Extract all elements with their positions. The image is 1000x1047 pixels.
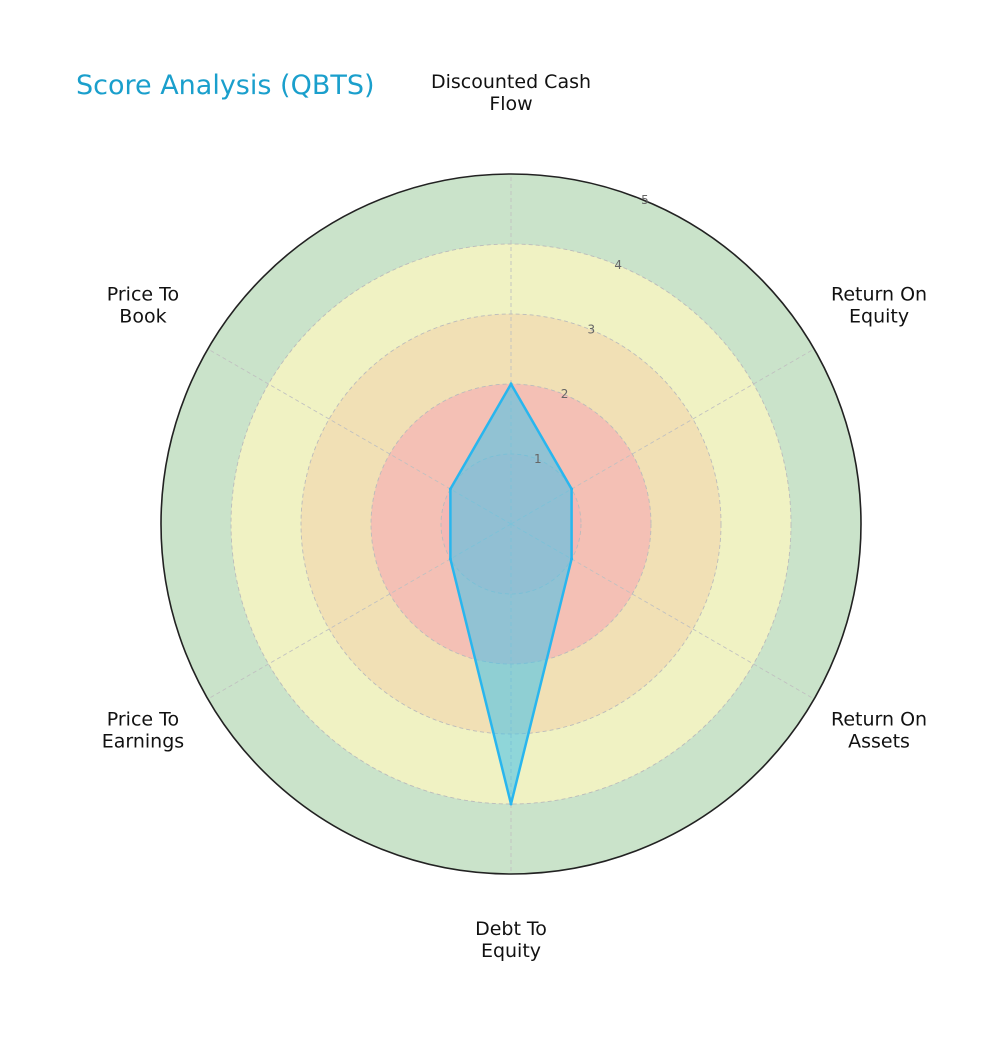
category-label-5-line-1: Book <box>119 306 166 328</box>
category-label-5: Price To Book <box>107 284 179 328</box>
data-point-4 <box>448 557 452 561</box>
data-point-1 <box>570 487 574 491</box>
category-label-1-line-1: Equity <box>849 306 909 328</box>
category-label-0-line-1: Flow <box>489 93 532 115</box>
data-point-0 <box>509 382 513 386</box>
category-label-3-line-0: Debt To <box>475 918 547 940</box>
tick-label-5: 5 <box>641 193 649 207</box>
category-label-2: Return On Assets <box>831 709 927 753</box>
data-point-2 <box>570 557 574 561</box>
category-label-1-line-0: Return On <box>831 284 927 306</box>
category-label-0-line-0: Discounted Cash <box>431 71 591 93</box>
data-point-3 <box>509 802 513 806</box>
category-label-0: Discounted Cash Flow <box>431 71 591 115</box>
tick-label-1: 1 <box>534 452 542 466</box>
tick-label-3: 3 <box>588 322 596 336</box>
outer-frame <box>160 173 862 875</box>
chart-title: Score Analysis (QBTS) <box>76 70 375 101</box>
tick-label-2: 2 <box>561 387 569 401</box>
category-label-1: Return On Equity <box>831 284 927 328</box>
category-label-3-line-1: Equity <box>481 940 541 962</box>
category-label-3: Debt To Equity <box>475 918 547 962</box>
category-label-4-line-0: Price To <box>107 709 179 731</box>
tick-label-4: 4 <box>614 258 622 272</box>
category-label-4: Price To Earnings <box>102 709 184 753</box>
category-label-4-line-1: Earnings <box>102 731 184 753</box>
category-label-2-line-1: Assets <box>848 731 910 753</box>
category-label-5-line-0: Price To <box>107 284 179 306</box>
category-label-2-line-0: Return On <box>831 709 927 731</box>
data-point-5 <box>448 487 452 491</box>
